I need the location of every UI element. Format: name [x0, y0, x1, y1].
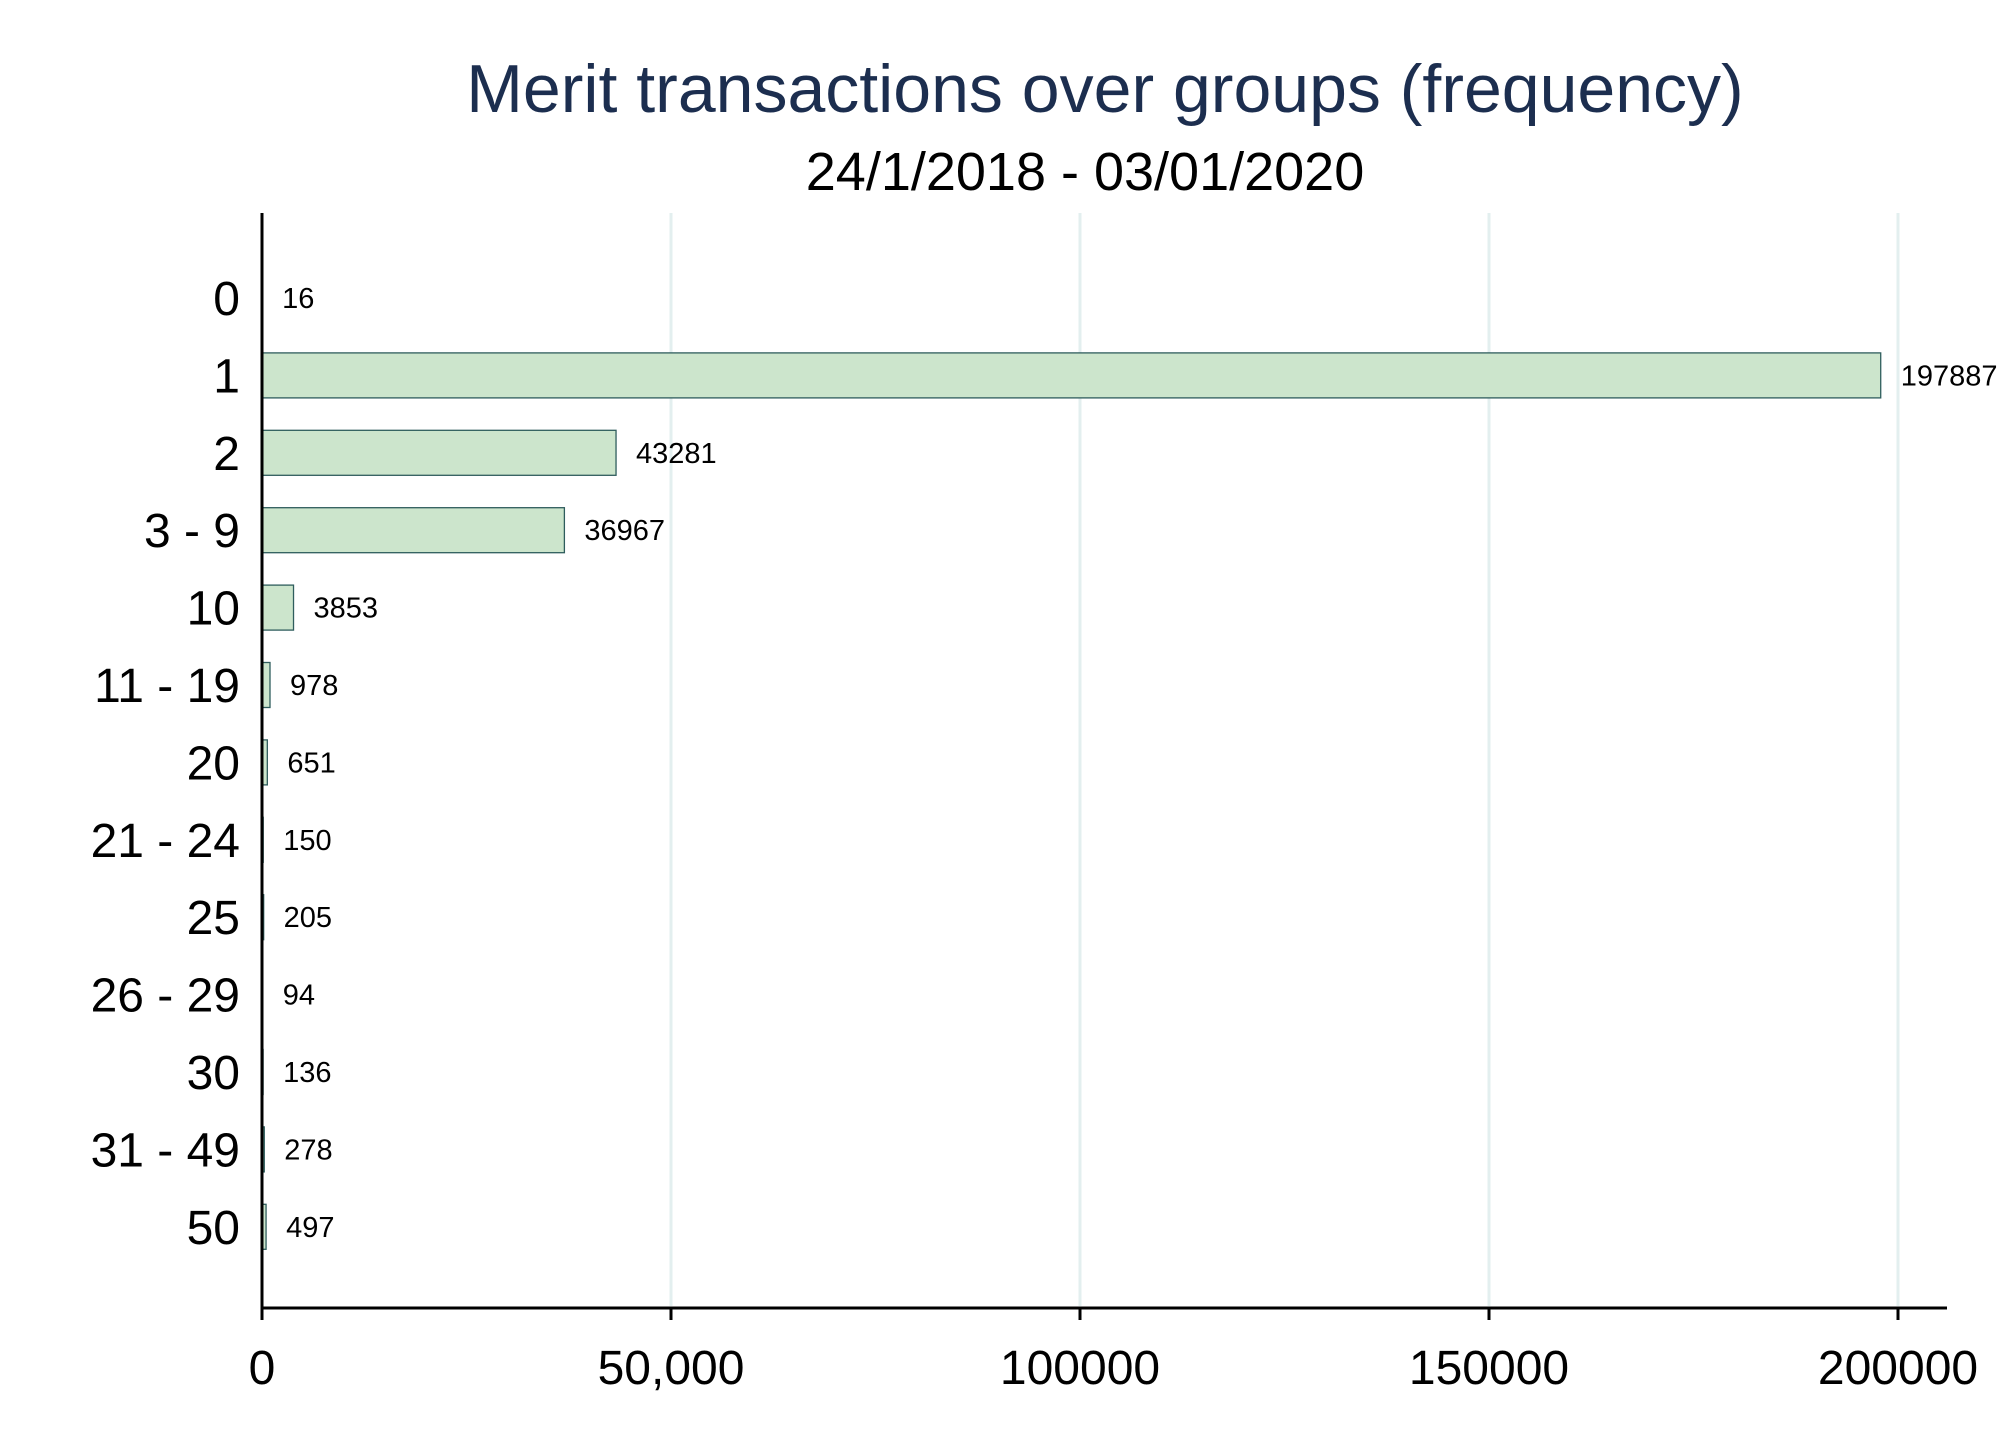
category-label: 21 - 24 — [91, 815, 240, 868]
x-axis-ticks: 0 50,000 100000 150000 200000 — [249, 1308, 1978, 1395]
data-label: 278 — [284, 1134, 332, 1166]
category-label: 30 — [187, 1047, 240, 1100]
category-label: 26 - 29 — [91, 970, 240, 1023]
category-labels: 0 1 2 3 - 9 10 11 - 19 20 21 - 24 25 26 - 29 30 31 … — [91, 273, 240, 1255]
data-label: 94 — [283, 980, 315, 1012]
data-label: 651 — [287, 747, 335, 779]
data-label: 205 — [284, 902, 332, 934]
category-label: 10 — [187, 583, 240, 636]
bar — [261, 507, 566, 554]
data-label: 197887 — [1901, 360, 1998, 392]
value-labels: 16 197887 43281 36967 3853 978 651 150 205 94 136 2… — [282, 283, 1997, 1244]
data-label: 16 — [282, 283, 314, 315]
category-label: 3 - 9 — [144, 505, 240, 558]
category-label: 25 — [187, 892, 240, 945]
data-label: 150 — [283, 825, 331, 857]
category-label: 1 — [213, 350, 240, 403]
category-label: 11 - 19 — [94, 660, 240, 713]
data-label: 136 — [283, 1057, 331, 1089]
x-tick-label: 0 — [249, 1342, 276, 1395]
x-tick-label: 100000 — [1000, 1342, 1160, 1395]
x-tick-label: 200000 — [1818, 1342, 1978, 1395]
data-label: 3853 — [314, 593, 379, 625]
data-label: 978 — [290, 670, 338, 702]
data-label: 36967 — [584, 515, 665, 547]
data-label: 497 — [286, 1212, 334, 1244]
bar — [261, 584, 295, 631]
category-label: 0 — [213, 273, 240, 326]
category-label: 50 — [187, 1202, 240, 1255]
bars — [261, 274, 1882, 1250]
data-label: 43281 — [636, 438, 717, 470]
category-label: 2 — [213, 428, 240, 481]
category-label: 20 — [187, 737, 240, 790]
bar — [261, 429, 617, 476]
x-tick-label: 50,000 — [598, 1342, 745, 1395]
chart-subtitle: 24/1/2018 - 03/01/2020 — [806, 142, 1364, 202]
category-label: 31 - 49 — [91, 1124, 240, 1177]
x-tick-label: 150000 — [1409, 1342, 1569, 1395]
chart-title: Merit transactions over groups (frequenc… — [466, 51, 1743, 127]
bar — [261, 352, 1882, 399]
